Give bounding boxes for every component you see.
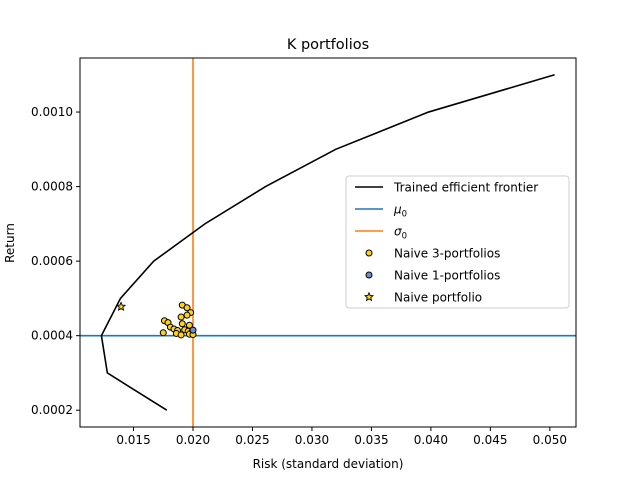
- legend: Trained efficient frontier μ0 σ0 Naive 3-po…: [345, 175, 570, 309]
- naive-3-portfolio-point: [177, 313, 185, 321]
- naive-3-portfolio-point: [183, 304, 191, 312]
- naive-3-portfolio-point: [159, 329, 167, 337]
- naive-3-portfolio-point: [178, 320, 186, 328]
- legend-swatch-naive-1-portfolios: [365, 271, 373, 279]
- plot-frame: [79, 57, 577, 428]
- chart-title: K portfolios: [287, 37, 369, 53]
- legend-label-naive-1-portfolios: Naive 1-portfolios: [394, 269, 500, 283]
- y-tick-label: 0.0004: [31, 329, 73, 343]
- legend-swatch-naive-3-portfolios: [365, 249, 373, 257]
- x-tick-label: 0.050: [533, 433, 567, 447]
- y-tick-label: 0.0002: [31, 403, 73, 417]
- x-tick-label: 0.035: [354, 433, 388, 447]
- legend-label-mu0: μ0: [393, 203, 407, 220]
- x-tick-label: 0.045: [473, 433, 507, 447]
- naive-3-portfolio-point: [177, 331, 185, 339]
- x-tick-label: 0.020: [176, 433, 210, 447]
- naive-portfolio-point: [115, 301, 127, 311]
- naive-3-portfolio-point: [183, 311, 191, 319]
- y-axis-label: Return: [3, 223, 17, 263]
- legend-label-naive-3-portfolios: Naive 3-portfolios: [394, 247, 500, 261]
- legend-label-trained-efficient-frontier: Trained efficient frontier: [393, 181, 538, 195]
- x-axis: 0.015 0.020 0.025 0.030 0.035 0.040 0.045 0.050: [116, 427, 567, 447]
- y-axis: 0.0002 0.0004 0.0006 0.0008 0.0010: [31, 105, 80, 417]
- naive-1-portfolio-point: [189, 326, 197, 334]
- legend-box: [345, 175, 570, 309]
- legend-label-sigma0: σ0: [394, 225, 407, 242]
- legend-label-naive-portfolio: Naive portfolio: [394, 291, 482, 305]
- x-tick-label: 0.030: [295, 433, 329, 447]
- plot-area: [80, 58, 576, 427]
- x-tick-label: 0.040: [414, 433, 448, 447]
- y-tick-label: 0.0006: [31, 254, 73, 268]
- x-tick-label: 0.025: [235, 433, 269, 447]
- efficient-frontier-line: [100, 74, 555, 411]
- legend-swatch-naive-portfolio: [363, 291, 375, 302]
- y-tick-label: 0.0010: [31, 105, 73, 119]
- x-axis-label: Risk (standard deviation): [253, 457, 404, 471]
- x-tick-label: 0.015: [116, 433, 150, 447]
- y-tick-label: 0.0008: [31, 180, 73, 194]
